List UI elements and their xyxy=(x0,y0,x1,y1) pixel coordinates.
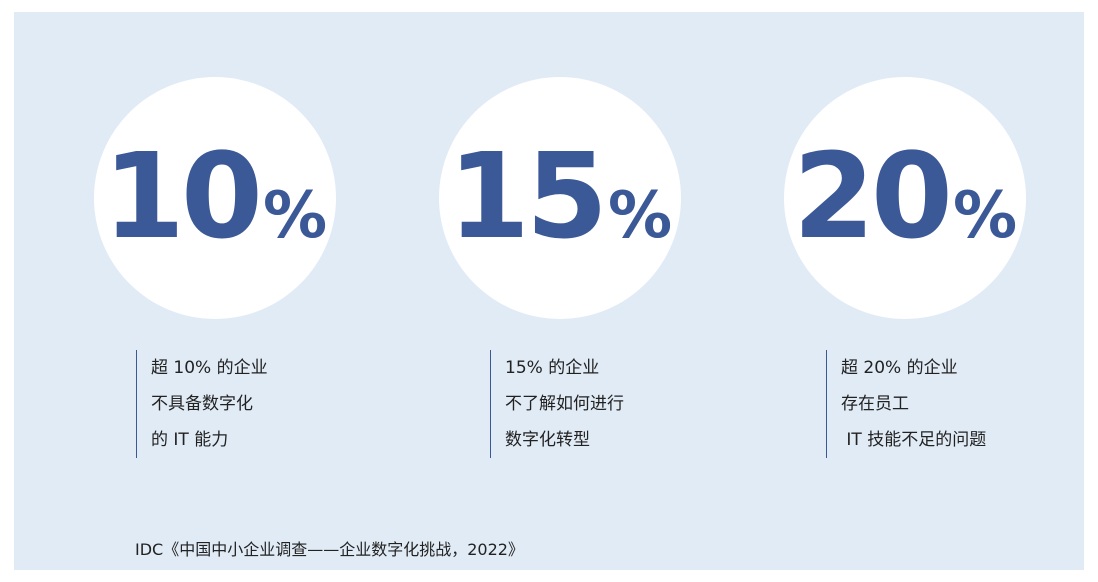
description-line: 超 20% 的企业 xyxy=(841,358,958,378)
description-line: 超 10% 的企业 xyxy=(151,358,268,378)
description-line: 不了解如何进行 xyxy=(505,394,624,414)
stat-figure: 10% xyxy=(94,137,336,255)
description-line: IT 技能不足的问题 xyxy=(841,430,987,450)
stat-description: 超 20% 的企业 存在员工 IT 技能不足的问题 xyxy=(826,350,986,458)
stat-number: 20 xyxy=(792,127,953,265)
description-line: 不具备数字化 xyxy=(151,394,253,414)
stat-description: 超 10% 的企业 不具备数字化 的 IT 能力 xyxy=(136,350,268,458)
description-line: 存在员工 xyxy=(841,394,909,414)
description-line: 数字化转型 xyxy=(505,430,590,450)
stat-figure: 20% xyxy=(784,137,1026,255)
stat-unit: % xyxy=(263,179,328,253)
source-note: IDC《中国中小企业调查——企业数字化挑战，2022》 xyxy=(135,540,524,559)
stat-number: 15 xyxy=(447,127,608,265)
description-line: 的 IT 能力 xyxy=(151,430,229,450)
stat-circle: 15% xyxy=(439,77,681,319)
description-line: 15% 的企业 xyxy=(505,358,600,378)
stat-circle: 20% xyxy=(784,77,1026,319)
stat-number: 10 xyxy=(102,127,263,265)
stat-circle: 10% xyxy=(94,77,336,319)
stat-unit: % xyxy=(608,179,673,253)
stat-figure: 15% xyxy=(439,137,681,255)
stat-description: 15% 的企业 不了解如何进行 数字化转型 xyxy=(490,350,624,458)
panel: 10% 15% 20% 超 10% 的企业 不具备数字化 的 IT 能力 15%… xyxy=(14,12,1084,570)
stat-unit: % xyxy=(953,179,1018,253)
